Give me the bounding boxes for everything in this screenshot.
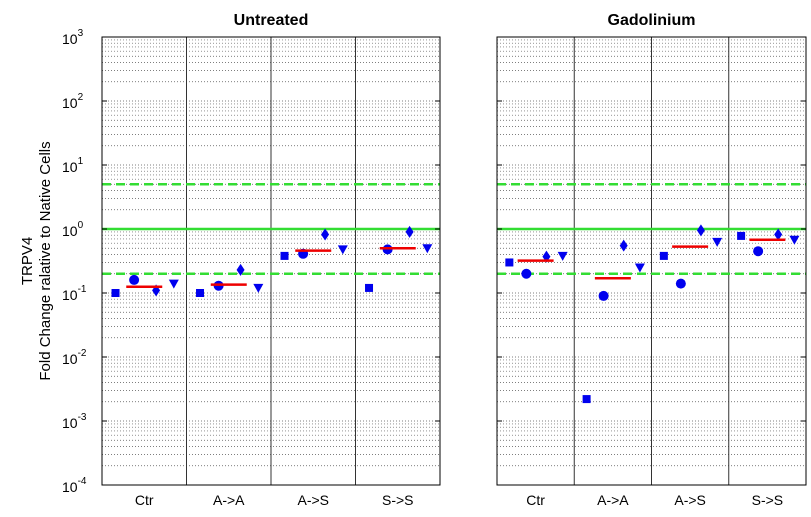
data-point-circle — [598, 290, 609, 301]
y-tick-label: 10-3 — [62, 412, 87, 431]
y-tick-exponent: 3 — [78, 28, 84, 39]
data-point-square — [111, 289, 120, 297]
y-tick-exponent: 2 — [78, 92, 84, 103]
y-tick-base: 10 — [62, 415, 78, 431]
x-tick-label: S->S — [382, 492, 414, 508]
panel-untreated: 10310210110010-110-210-310-4UntreatedCtr… — [62, 12, 441, 508]
y-tick-label: 103 — [62, 28, 84, 47]
x-tick-label: Ctr — [526, 492, 545, 508]
chart-title: Gadolinium — [608, 12, 696, 29]
x-tick-label: A->S — [297, 492, 329, 508]
y-tick-exponent: 1 — [78, 156, 84, 167]
data-point-diamond — [236, 263, 245, 276]
data-point-square — [365, 283, 374, 292]
y-tick-base: 10 — [62, 351, 78, 367]
x-tick-label: Ctr — [135, 492, 154, 508]
y-axis-title-line1: TRPV4 — [19, 237, 36, 285]
y-tick-base: 10 — [62, 95, 78, 111]
y-tick-label: 102 — [62, 92, 84, 111]
data-point-triangle — [789, 235, 800, 245]
y-tick-exponent: 0 — [78, 220, 84, 231]
data-point-circle — [753, 246, 764, 257]
y-tick-base: 10 — [62, 159, 78, 175]
data-point-square — [737, 231, 746, 240]
x-tick-label: A->A — [213, 492, 245, 508]
y-tick-base: 10 — [62, 223, 78, 239]
data-point-triangle — [337, 245, 348, 255]
data-point-square — [196, 289, 205, 297]
data-point-diamond — [405, 225, 414, 238]
data-point-square — [505, 258, 514, 267]
x-tick-label: S->S — [752, 492, 784, 508]
data-point-triangle — [557, 251, 568, 261]
y-tick-exponent: -1 — [78, 284, 87, 295]
data-point-triangle — [422, 244, 433, 254]
y-axis-title-group: TRPV4 Fold Change ralative to Native Cell… — [19, 141, 54, 380]
axis-frame — [496, 36, 807, 486]
x-tick-label: A->S — [674, 492, 706, 508]
data-point-triangle — [634, 263, 645, 273]
data-point-circle — [675, 278, 686, 289]
data-point-diamond — [696, 224, 705, 237]
data-point-circle — [521, 268, 532, 279]
y-tick-label: 10-1 — [62, 284, 87, 303]
data-point-triangle — [712, 237, 723, 247]
y-tick-label: 10-2 — [62, 348, 87, 367]
chart-title: Untreated — [234, 12, 309, 29]
x-tick-label: A->A — [597, 492, 629, 508]
data-point-square — [659, 251, 668, 260]
y-tick-base: 10 — [62, 31, 78, 47]
data-point-triangle — [253, 283, 264, 293]
data-point-diamond — [619, 239, 628, 252]
axis-frame — [101, 36, 441, 486]
y-tick-exponent: -2 — [78, 348, 87, 359]
y-tick-base: 10 — [62, 479, 78, 495]
data-point-square — [280, 251, 289, 260]
y-tick-exponent: -4 — [78, 476, 87, 487]
panel-gadolinium: Gadolinium Ctr A->A A->S S->S — [496, 12, 807, 508]
y-tick-base: 10 — [62, 287, 78, 303]
y-tick-label: 100 — [62, 220, 84, 239]
y-tick-label: 101 — [62, 156, 84, 175]
data-point-diamond — [774, 228, 783, 241]
data-point-circle — [129, 274, 140, 285]
y-axis-title-line2: Fold Change ralative to Native Cells — [37, 141, 54, 380]
y-tick-exponent: -3 — [78, 412, 87, 423]
data-point-square — [582, 395, 591, 404]
data-point-triangle — [168, 279, 179, 289]
data-point-diamond — [321, 228, 330, 241]
y-tick-label: 10-4 — [62, 476, 87, 495]
